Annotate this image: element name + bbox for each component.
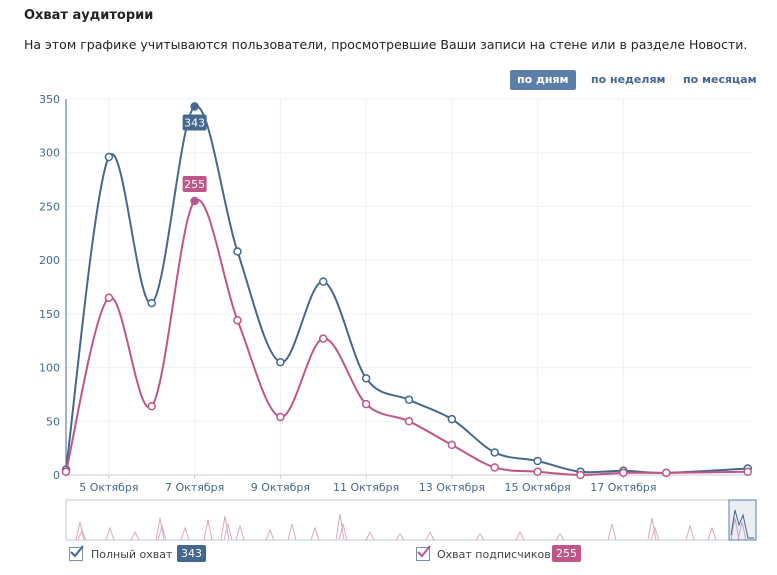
data-point[interactable]: [447, 440, 457, 450]
chart-navigator[interactable]: [65, 499, 757, 541]
navigator-spike: [287, 523, 297, 541]
navigator-spike: [338, 523, 348, 541]
navigator-spike: [395, 533, 405, 541]
data-point[interactable]: [190, 102, 199, 111]
x-tick-label: 5 Октября: [79, 481, 138, 494]
data-point[interactable]: [404, 395, 414, 405]
navigator-spike: [365, 530, 375, 541]
tab-by-months[interactable]: по месяцам: [683, 73, 757, 86]
navigator-spike: [647, 517, 657, 541]
data-point[interactable]: [61, 467, 71, 477]
navigator-spike: [310, 526, 320, 541]
page-subtitle: На этом графике учитываются пользователи…: [24, 37, 748, 52]
navigator-spike: [555, 533, 565, 541]
legend-value-subscribers: 255: [552, 545, 581, 562]
tab-by-days[interactable]: по дням: [510, 70, 576, 90]
checkmark-icon: [70, 545, 84, 558]
data-point[interactable]: [361, 374, 371, 383]
chart-axes: 0 50 100 150 200 250 300 350 5 Октября 7 Октября 9…: [39, 93, 752, 494]
navigator-spike: [265, 528, 275, 541]
data-point[interactable]: [490, 448, 499, 457]
navigator-spike: [77, 528, 87, 541]
data-point[interactable]: [662, 468, 671, 478]
reach-chart: 0 50 100 150 200 250 300 350 5 Октября 7 Октября 9…: [39, 93, 757, 541]
value-label-box: [182, 176, 207, 193]
legend-checkbox-subscribers[interactable]: [416, 545, 431, 561]
navigator-spike: [180, 526, 190, 541]
y-tick-label: 300: [39, 147, 60, 160]
data-point[interactable]: [404, 417, 414, 426]
navigator-spike: [515, 530, 525, 541]
navigator-spike: [737, 521, 747, 541]
x-tick-label: 15 Октября: [505, 481, 571, 494]
data-point[interactable]: [104, 152, 114, 162]
data-point[interactable]: [104, 293, 114, 302]
navigator-spike: [235, 524, 245, 541]
x-tick-label: 9 Октября: [251, 481, 310, 494]
navigator-spike: [203, 519, 213, 541]
legend-label-total: Полный охват: [91, 548, 173, 561]
x-tick-label: 13 Октября: [419, 481, 485, 494]
data-point[interactable]: [147, 298, 156, 308]
navigator-spike: [105, 526, 115, 541]
y-tick-label: 50: [46, 415, 60, 428]
legend-checkbox-total[interactable]: [69, 545, 84, 561]
chart-highlight-labels: 343 255: [182, 114, 207, 193]
navigator-spike: [220, 515, 230, 541]
page-title: Охват аудитории: [24, 8, 154, 23]
navigator-frame: [65, 499, 757, 541]
navigator-spike: [475, 533, 485, 541]
y-tick-label: 250: [39, 200, 60, 213]
navigator-spike: [223, 523, 233, 541]
data-point[interactable]: [276, 357, 285, 367]
navigator-spike: [425, 530, 435, 541]
x-tick-label: 7 Октября: [165, 481, 224, 494]
data-point[interactable]: [319, 334, 328, 343]
y-tick-label: 150: [39, 308, 60, 321]
y-tick-label: 0: [53, 469, 60, 482]
legend-label-subscribers: Охват подписчиков: [437, 548, 551, 561]
y-tick-label: 350: [39, 93, 60, 106]
navigator-spike: [335, 513, 345, 541]
data-point[interactable]: [233, 316, 242, 325]
navigator-spike: [650, 526, 660, 541]
checkmark-icon: [417, 545, 431, 558]
data-point[interactable]: [233, 247, 242, 256]
y-tick-label: 200: [39, 254, 60, 267]
data-point[interactable]: [147, 401, 156, 411]
navigator-spike: [685, 524, 695, 541]
navigator-spike: [155, 517, 165, 541]
data-point[interactable]: [533, 456, 542, 466]
x-tick-label: 17 Октября: [590, 481, 656, 494]
data-point[interactable]: [743, 467, 752, 477]
data-point[interactable]: [276, 412, 285, 422]
period-tabs: по дням по неделям по месяцам: [0, 70, 777, 92]
data-point[interactable]: [447, 414, 457, 424]
tab-by-weeks[interactable]: по неделям: [591, 73, 666, 86]
data-point[interactable]: [576, 470, 585, 480]
data-point[interactable]: [190, 196, 199, 206]
x-tick-label: 11 Октября: [333, 481, 399, 494]
navigator-spike: [75, 521, 85, 541]
chart-legend: Полный охват 343 Охват подписчиков 255: [0, 545, 777, 567]
value-label: 255: [184, 178, 205, 191]
chart-series: [61, 102, 752, 480]
navigator-spike: [130, 530, 140, 541]
navigator-spike: [607, 523, 617, 541]
value-label: 343: [184, 117, 205, 130]
data-point[interactable]: [619, 468, 628, 478]
navigator-spike: [707, 526, 717, 541]
data-point[interactable]: [361, 399, 371, 409]
y-tick-label: 100: [39, 362, 60, 375]
data-point[interactable]: [533, 467, 542, 477]
value-label-box: [182, 114, 207, 131]
legend-value-total: 343: [177, 545, 206, 562]
data-point[interactable]: [490, 463, 499, 472]
navigator-window-line: [730, 509, 754, 539]
navigator-spike: [157, 524, 167, 541]
data-point[interactable]: [319, 277, 328, 286]
navigator-spike: [730, 517, 740, 541]
